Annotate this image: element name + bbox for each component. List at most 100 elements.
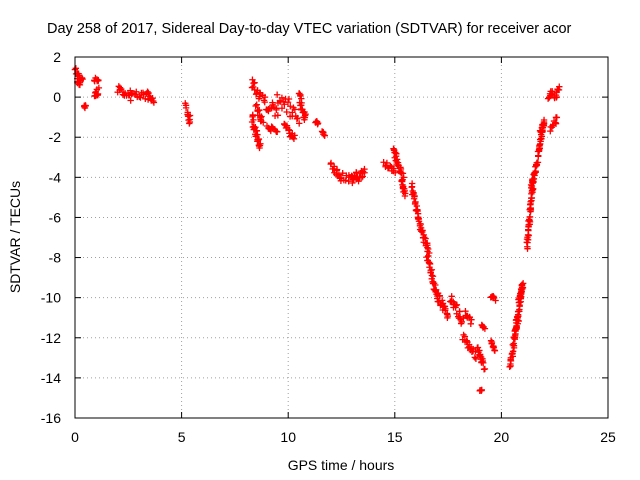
data-point [298, 99, 305, 107]
data-point [509, 341, 516, 348]
data-point [94, 90, 102, 98]
data-point [478, 386, 485, 394]
data-point [273, 106, 280, 114]
data-point [426, 260, 434, 268]
y-axis-title: SDTVAR / TECUs [7, 181, 23, 293]
data-point [412, 198, 419, 206]
data-point [356, 174, 363, 181]
data-point [285, 95, 293, 103]
data-point [136, 93, 143, 100]
y-tick-label: -12 [41, 330, 61, 346]
y-tick-label: -4 [49, 169, 62, 185]
data-point [428, 266, 436, 273]
data-point [301, 114, 309, 121]
y-tick-label: 2 [53, 49, 61, 65]
data-point [320, 130, 327, 138]
data-point [416, 220, 424, 228]
data-point [252, 102, 259, 110]
data-point [540, 122, 548, 130]
data-point [255, 106, 263, 114]
data-point [424, 248, 431, 255]
data-point [511, 334, 518, 342]
data-point [133, 88, 140, 95]
data-point [284, 99, 292, 106]
x-tick-label: 5 [178, 429, 186, 445]
x-tick-label: 20 [494, 429, 510, 445]
data-point [408, 183, 416, 190]
data-point [273, 91, 281, 98]
y-tick-labels: 2 0 -2 -4 -6 -8 -10 -12 -14 -16 [41, 49, 61, 426]
data-point [442, 305, 449, 312]
data-point [531, 172, 538, 179]
y-tick-label: -6 [49, 209, 62, 225]
data-point [432, 281, 439, 289]
data-point [256, 142, 264, 149]
data-point [417, 227, 425, 235]
data-point [137, 94, 144, 101]
data-points [71, 65, 563, 395]
data-point [150, 99, 158, 106]
data-point [252, 124, 259, 131]
data-point [72, 65, 80, 72]
data-point [481, 325, 489, 332]
y-tick-label: -14 [41, 370, 61, 386]
y-tick-label: 0 [53, 89, 61, 105]
data-point [296, 120, 303, 127]
data-point [421, 234, 428, 241]
data-point [513, 322, 520, 329]
data-point [510, 340, 517, 347]
data-point [387, 162, 394, 170]
data-point [274, 128, 281, 135]
data-point [76, 81, 84, 89]
data-point [290, 135, 298, 143]
data-point [333, 166, 341, 173]
data-point [556, 83, 563, 90]
data-point [260, 119, 267, 126]
data-point [291, 132, 298, 139]
data-point [468, 316, 475, 323]
chart-title: Day 258 of 2017, Sidereal Day-to-day VTE… [47, 21, 572, 37]
data-point [444, 312, 452, 320]
data-point [186, 118, 194, 126]
data-point [391, 169, 399, 176]
y-tick-label: -2 [49, 129, 62, 145]
data-point [145, 89, 152, 97]
x-tick-label: 15 [387, 429, 403, 445]
data-point [345, 178, 352, 185]
data-point [549, 88, 556, 95]
data-point [453, 301, 461, 309]
data-point [314, 120, 321, 128]
data-point [460, 331, 467, 339]
data-point [509, 348, 517, 355]
data-point [142, 95, 149, 103]
data-point [392, 152, 400, 160]
data-point [294, 114, 301, 122]
data-point [383, 159, 391, 167]
data-point [361, 169, 368, 176]
data-point [327, 159, 335, 167]
data-point [536, 141, 544, 149]
data-point [278, 94, 286, 101]
data-point [278, 105, 286, 112]
data-point [274, 112, 282, 119]
data-point [511, 327, 519, 334]
data-point [255, 135, 263, 143]
data-point [481, 365, 489, 373]
data-point [393, 156, 401, 163]
data-point [452, 302, 460, 309]
data-point [419, 227, 426, 234]
data-point [390, 165, 397, 172]
data-point [250, 116, 257, 124]
data-point [79, 75, 86, 83]
data-point [182, 104, 190, 112]
data-point [429, 273, 437, 280]
data-point [471, 354, 479, 361]
data-point [149, 97, 157, 105]
x-axis-title: GPS time / hours [288, 457, 395, 473]
data-point [95, 84, 103, 92]
data-point [461, 333, 469, 340]
data-point [350, 176, 357, 183]
data-point [302, 110, 309, 118]
data-point [491, 346, 498, 354]
